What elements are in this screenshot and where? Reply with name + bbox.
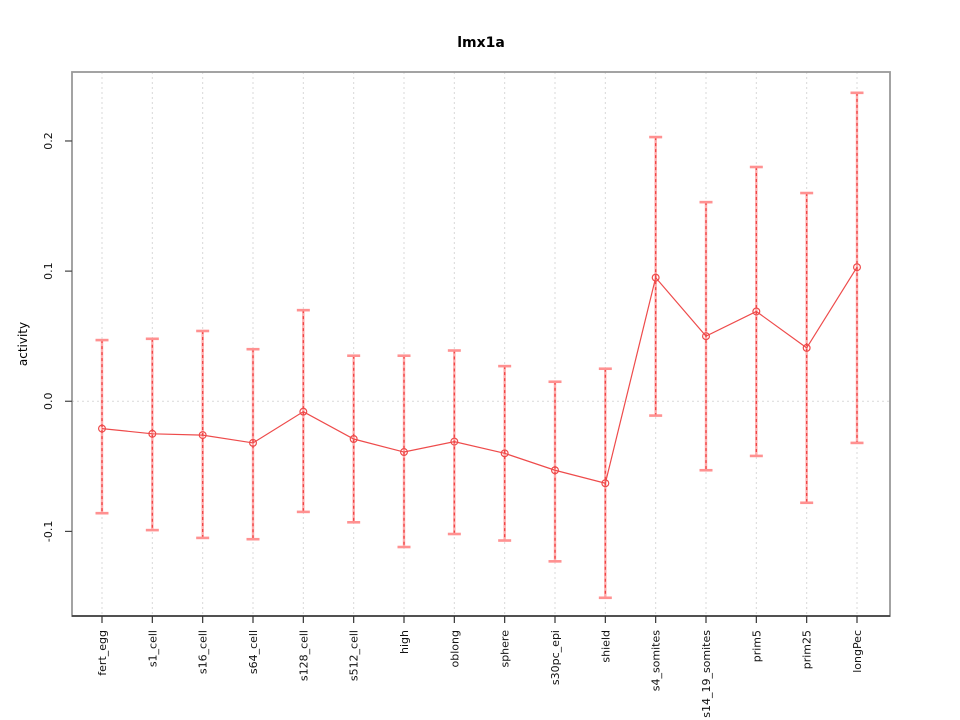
- data-point: [601, 479, 610, 488]
- error-bar: [447, 349, 461, 536]
- data-point: [802, 343, 811, 352]
- y-axis-label: activity: [16, 322, 30, 366]
- grid-layer: [72, 72, 890, 616]
- x-tick-label: s14_19_somites: [700, 630, 713, 718]
- x-tick-label: high: [398, 630, 411, 654]
- data-point: [249, 438, 258, 447]
- y-tick-label: -0.1: [42, 521, 55, 542]
- error-bar: [548, 380, 562, 563]
- plot-box: [71, 71, 891, 617]
- error-bar: [649, 135, 663, 417]
- data-point: [550, 466, 559, 475]
- data-point: [198, 431, 207, 440]
- x-tick-label: sphere: [499, 630, 512, 668]
- axis-text-layer: fert_egg s1_cell s16_cell s64_cell s128_cell…: [42, 132, 864, 718]
- data-point: [701, 332, 710, 341]
- data-point: [97, 424, 106, 433]
- error-bar: [145, 337, 159, 532]
- error-bar: [246, 347, 260, 541]
- x-tick-label: oblong: [448, 630, 461, 667]
- x-tick-label: s16_cell: [197, 630, 210, 674]
- x-tick-label: s1_cell: [146, 630, 159, 667]
- data-point: [752, 307, 761, 316]
- data-point: [651, 273, 660, 282]
- y-tick-label: 0.0: [42, 393, 55, 411]
- frame-layer: [65, 71, 891, 623]
- x-tick-label: prim5: [750, 630, 763, 662]
- x-tick-label: prim25: [801, 630, 814, 669]
- error-bar: [196, 329, 210, 540]
- x-tick-label: fert_egg: [96, 630, 109, 676]
- data-point: [500, 449, 509, 458]
- y-tick-label: 0.2: [42, 132, 55, 150]
- x-tick-label: s128_cell: [297, 630, 310, 681]
- data-point: [852, 263, 861, 272]
- y-tick-label: 0.1: [42, 262, 55, 280]
- x-tick-label: s512_cell: [348, 630, 361, 681]
- data-line: [101, 266, 858, 484]
- x-tick-label: s64_cell: [247, 630, 260, 674]
- data-point: [299, 407, 308, 416]
- data-point: [450, 437, 459, 446]
- error-bar: [95, 338, 109, 515]
- chart-title: lmx1a: [457, 35, 505, 51]
- error-bar: [397, 354, 411, 549]
- data-point: [349, 435, 358, 444]
- x-tick-label: shield: [599, 630, 612, 663]
- data-point: [148, 429, 157, 438]
- x-tick-label: longPec: [851, 630, 864, 673]
- x-tick-label: s30pc_epi: [549, 630, 562, 685]
- data-series-layer: [95, 91, 864, 600]
- x-tick-label: s4_somites: [650, 630, 663, 692]
- data-point: [400, 448, 409, 457]
